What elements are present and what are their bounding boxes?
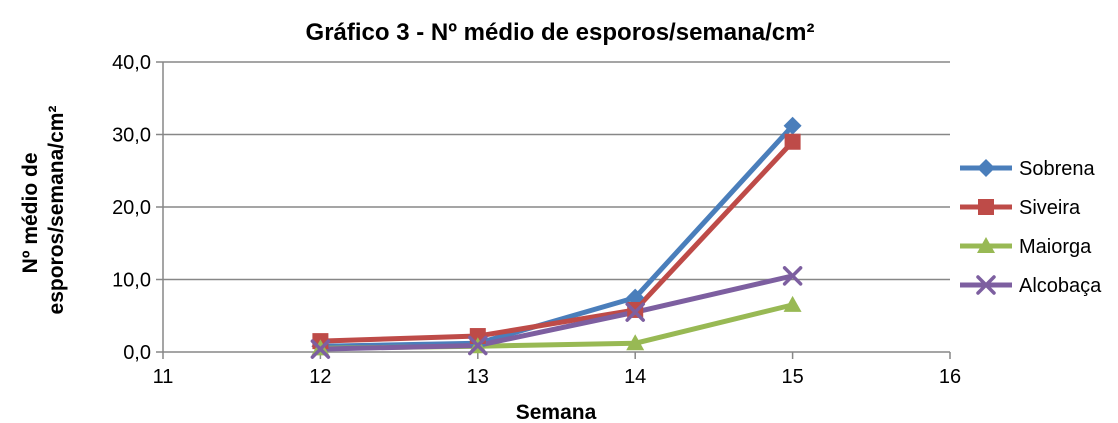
data-point-alcobaca: [310, 339, 331, 359]
series-markers: [310, 116, 803, 359]
data-point-alcobaca: [625, 302, 645, 322]
series-line-sobrena: [320, 124, 795, 349]
y-tick-label: 10,0: [112, 270, 151, 292]
data-point-alcobaca: [468, 335, 488, 356]
y-tick-label: 40,0: [112, 52, 151, 74]
legend-marker-alcobaca: [976, 275, 996, 295]
x-tick-label: 16: [939, 366, 961, 388]
data-point-maiorga: [626, 334, 645, 351]
y-axis-title-line-2: esporos/semana/cm²: [45, 106, 68, 315]
legend-marker-sobrena: [977, 159, 995, 177]
legend-label-siveira: Siveira: [1019, 197, 1081, 219]
legend-label-alcobaca: Alcobaça: [1019, 275, 1102, 297]
x-axis-title: Semana: [516, 401, 597, 423]
x-tick-label: 13: [467, 366, 489, 388]
y-axis-title-line-1: Nº médio de: [19, 152, 42, 273]
y-tick-label: 30,0: [112, 125, 151, 147]
legend-marker-siveira: [978, 199, 994, 215]
legend-label-maiorga: Maiorga: [1019, 236, 1092, 258]
y-tick-label: 0,0: [123, 342, 151, 364]
axes: 0,0 10,0 20,0 30,0 40,0 11 12 13 14 15 16: [112, 52, 961, 388]
x-tick-label: 12: [309, 366, 331, 388]
y-tick-label: 20,0: [112, 197, 151, 219]
x-tick-label: 15: [781, 366, 803, 388]
legend: Sobrena Siveira Maiorga Alcobaça: [960, 158, 1102, 297]
chart-title: Gráfico 3 - Nº médio de esporos/semana/c…: [306, 19, 815, 46]
legend-marker-maiorga: [977, 237, 995, 253]
series-lines: [320, 124, 795, 352]
data-point-siveira: [784, 133, 801, 150]
series-line-siveira: [320, 140, 795, 344]
series-line-alcobaca: [320, 273, 794, 352]
gridlines: [163, 61, 950, 281]
data-point-sobrena: [783, 116, 802, 135]
data-point-maiorga: [783, 295, 802, 312]
x-tick-label: 11: [153, 366, 174, 388]
y-axis-title: Nº médio de esporos/semana/cm²: [19, 106, 68, 315]
legend-label-sobrena: Sobrena: [1019, 158, 1095, 180]
data-point-alcobaca: [782, 266, 803, 286]
x-tick-label: 14: [624, 366, 646, 388]
